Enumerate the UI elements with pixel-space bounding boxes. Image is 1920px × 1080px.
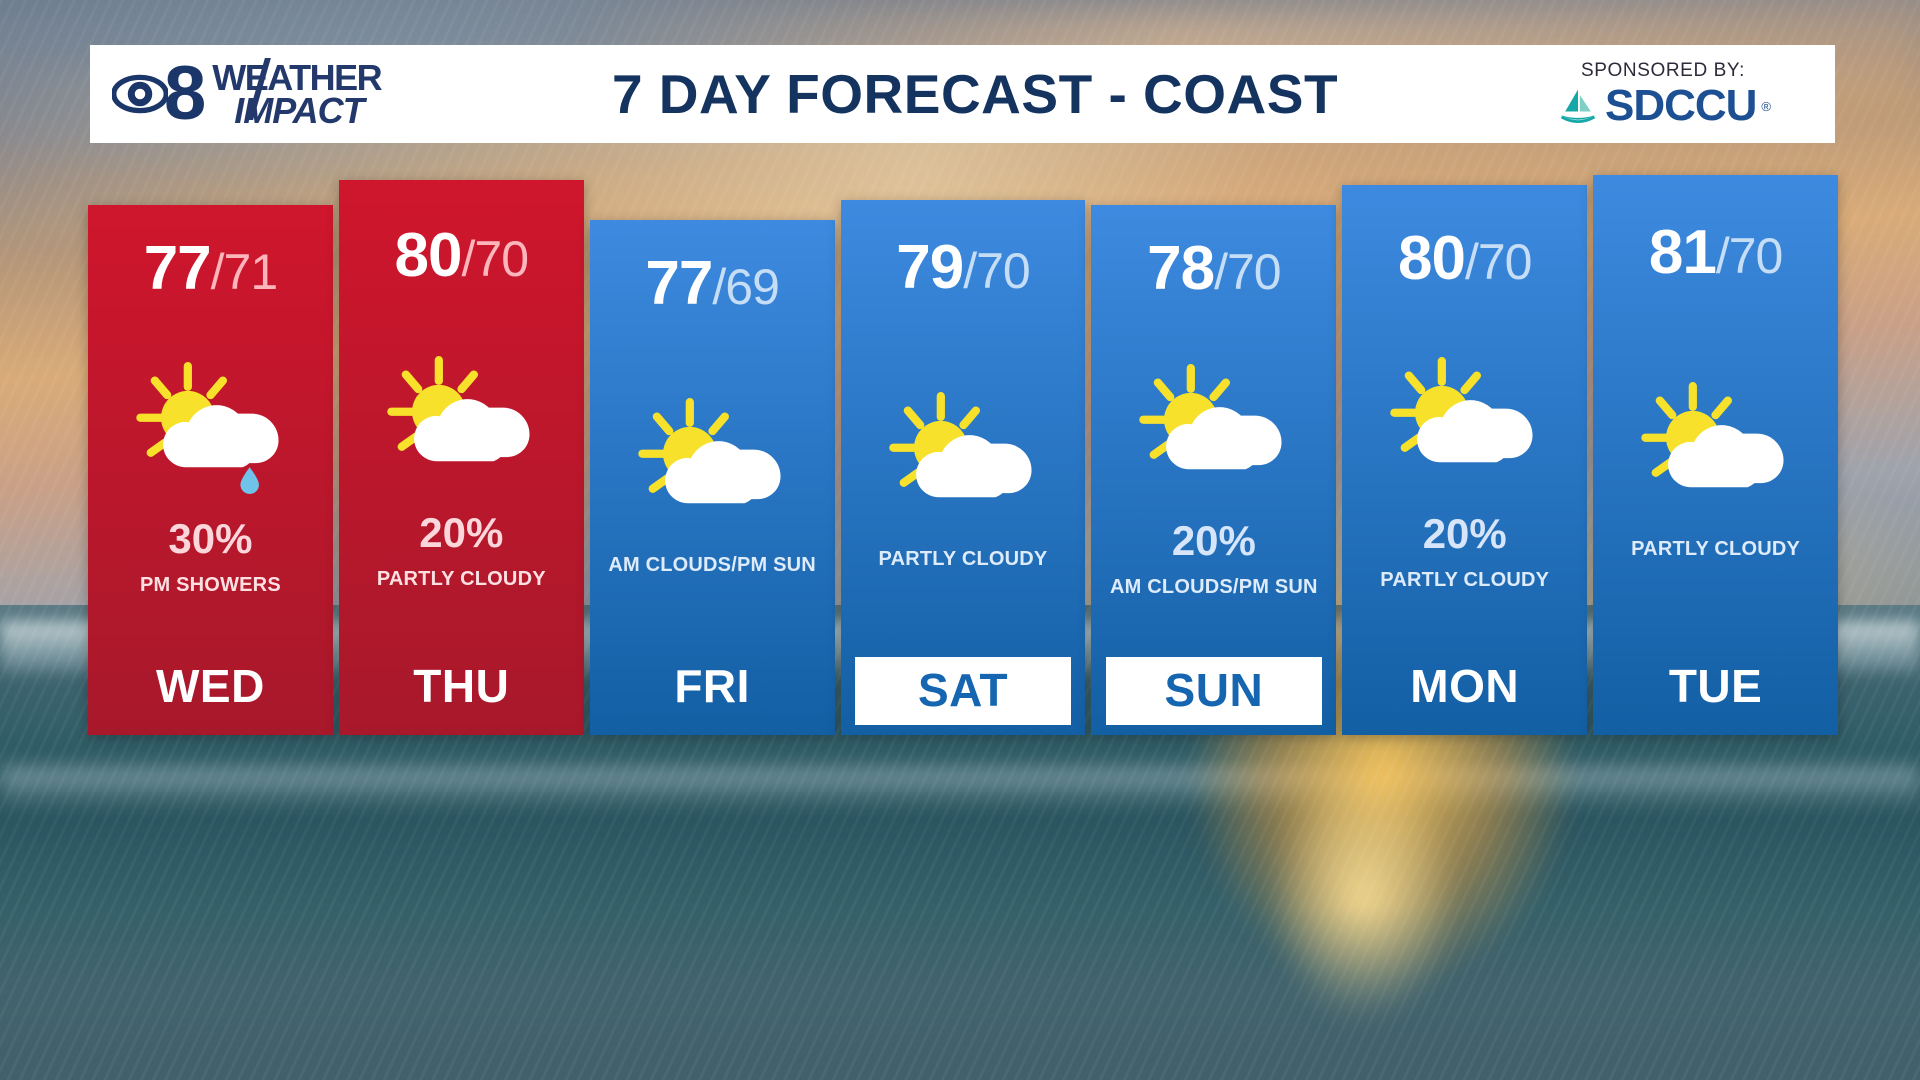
day-label: SAT xyxy=(917,663,1009,716)
temperature-row: 80/70 xyxy=(394,220,530,291)
high-temperature: 77 xyxy=(645,249,713,318)
day-label: THU xyxy=(413,659,510,712)
sun-cloud-icon xyxy=(888,391,1032,497)
weather-icon-container xyxy=(128,360,293,495)
logo-weather-text: WEATHER xyxy=(212,56,382,98)
forecast-day-mon[interactable]: 80/70 20% PARTLY CLOUDY MON xyxy=(1342,185,1588,735)
sun-cloud-icon xyxy=(1641,382,1784,488)
header-bar: 8 WEATHER IMPACT 7 DAY FORECAST - COAST … xyxy=(90,45,1835,143)
condition-text: PARTLY CLOUDY xyxy=(376,567,546,590)
day-label-box[interactable]: MON xyxy=(1357,653,1572,721)
sun-cloud-rain-icon xyxy=(136,362,279,495)
raindrop-icon xyxy=(240,467,259,495)
sun-cloud-icon xyxy=(637,397,781,503)
precipitation-chance: 30% xyxy=(168,515,253,563)
high-temperature: 81 xyxy=(1648,218,1717,287)
station-logo[interactable]: 8 WEATHER IMPACT xyxy=(90,45,445,143)
low-temperature: /70 xyxy=(1214,244,1282,300)
condition-text: AM CLOUDS/PM SUN xyxy=(1110,576,1318,599)
sponsor-brand: SDCCU ® xyxy=(1555,84,1771,128)
temperature-row: 79/70 xyxy=(896,232,1031,303)
forecast-day-tue[interactable]: 81/70 PARTLY CLOUDY TUE xyxy=(1593,175,1839,735)
temperature-row: 77/69 xyxy=(645,248,780,319)
sun-cloud-icon xyxy=(1139,364,1282,470)
day-label: WED xyxy=(156,659,265,712)
day-label: TUE xyxy=(1668,659,1763,712)
low-temperature: /70 xyxy=(461,231,530,287)
forecast-day-wed[interactable]: 77/71 30% PM SHOWERS WED xyxy=(88,205,333,735)
channel-number: 8 xyxy=(164,51,206,136)
condition-text: PM SHOWERS xyxy=(139,574,281,597)
low-temperature: /70 xyxy=(1464,234,1533,290)
sun-cloud-icon xyxy=(1390,357,1533,463)
page-title: 7 DAY FORECAST - COAST xyxy=(611,63,1339,125)
precipitation-chance: 20% xyxy=(1171,517,1256,565)
high-temperature: 77 xyxy=(143,234,212,303)
day-label: MON xyxy=(1410,659,1520,712)
low-temperature: /70 xyxy=(963,243,1031,299)
weather-icon-container xyxy=(379,354,544,488)
title-container: 7 DAY FORECAST - COAST xyxy=(445,62,1505,126)
day-label-box[interactable]: SAT xyxy=(855,656,1071,725)
high-temperature: 79 xyxy=(896,233,964,302)
temperature-row: 80/70 xyxy=(1397,223,1533,294)
day-label-box[interactable]: TUE xyxy=(1608,653,1823,721)
temperature-row: 77/71 xyxy=(143,233,279,304)
weather-impact-wordmark: WEATHER IMPACT xyxy=(212,56,383,129)
weather-icon-container xyxy=(1131,362,1296,496)
day-label-box[interactable]: SUN xyxy=(1106,656,1322,725)
temperature-row: 78/70 xyxy=(1147,233,1282,304)
sponsored-by-label: SPONSORED BY: xyxy=(1580,60,1746,81)
condition-text: PARTLY CLOUDY xyxy=(1631,538,1801,561)
day-label-box[interactable]: WED xyxy=(103,653,318,721)
weather-icon-container xyxy=(1633,380,1798,514)
sailboat-icon xyxy=(1560,89,1596,123)
sponsor-block[interactable]: SPONSORED BY: SDCCU ® xyxy=(1505,45,1835,143)
precipitation-chance: 20% xyxy=(1422,510,1507,558)
condition-text: PARTLY CLOUDY xyxy=(1380,569,1550,592)
forecast-day-thu[interactable]: 80/70 20% PARTLY CLOUDY THU xyxy=(338,180,584,735)
high-temperature: 80 xyxy=(1397,224,1466,293)
low-temperature: /70 xyxy=(1715,228,1784,284)
weather-icon-container xyxy=(630,396,795,530)
high-temperature: 78 xyxy=(1147,234,1215,303)
high-temperature: 80 xyxy=(394,221,463,290)
forecast-day-sat[interactable]: 79/70 PARTLY CLOUDY SAT xyxy=(840,200,1086,735)
low-temperature: /69 xyxy=(712,259,780,315)
low-temperature: /71 xyxy=(210,244,279,300)
day-label: SUN xyxy=(1164,663,1264,716)
day-label-box[interactable]: FRI xyxy=(604,653,819,721)
day-label-box[interactable]: THU xyxy=(354,653,569,721)
forecast-row: 77/71 30% PM SHOWERS WED 80/70 20% PARTLY CLOU… xyxy=(88,175,1839,880)
cbs-eye-icon xyxy=(112,74,168,114)
temperature-row: 81/70 xyxy=(1648,217,1784,288)
day-label: FRI xyxy=(674,659,750,712)
sun-cloud-icon xyxy=(387,355,530,461)
forecast-day-sun[interactable]: 78/70 20% AM CLOUDS/PM SUN SUN xyxy=(1091,205,1337,735)
precipitation-chance: 20% xyxy=(419,508,504,556)
weather-icon-container xyxy=(881,390,1046,524)
registered-trademark-icon: ® xyxy=(1761,98,1772,114)
sponsor-name: SDCCU xyxy=(1604,81,1757,130)
condition-text: PARTLY CLOUDY xyxy=(878,547,1048,570)
shoreline-foam xyxy=(0,907,1920,1080)
forecast-day-fri[interactable]: 77/69 AM CLOUDS/PM SUN FRI xyxy=(589,220,835,735)
weather-icon-container xyxy=(1382,355,1547,489)
condition-text: AM CLOUDS/PM SUN xyxy=(608,553,816,576)
